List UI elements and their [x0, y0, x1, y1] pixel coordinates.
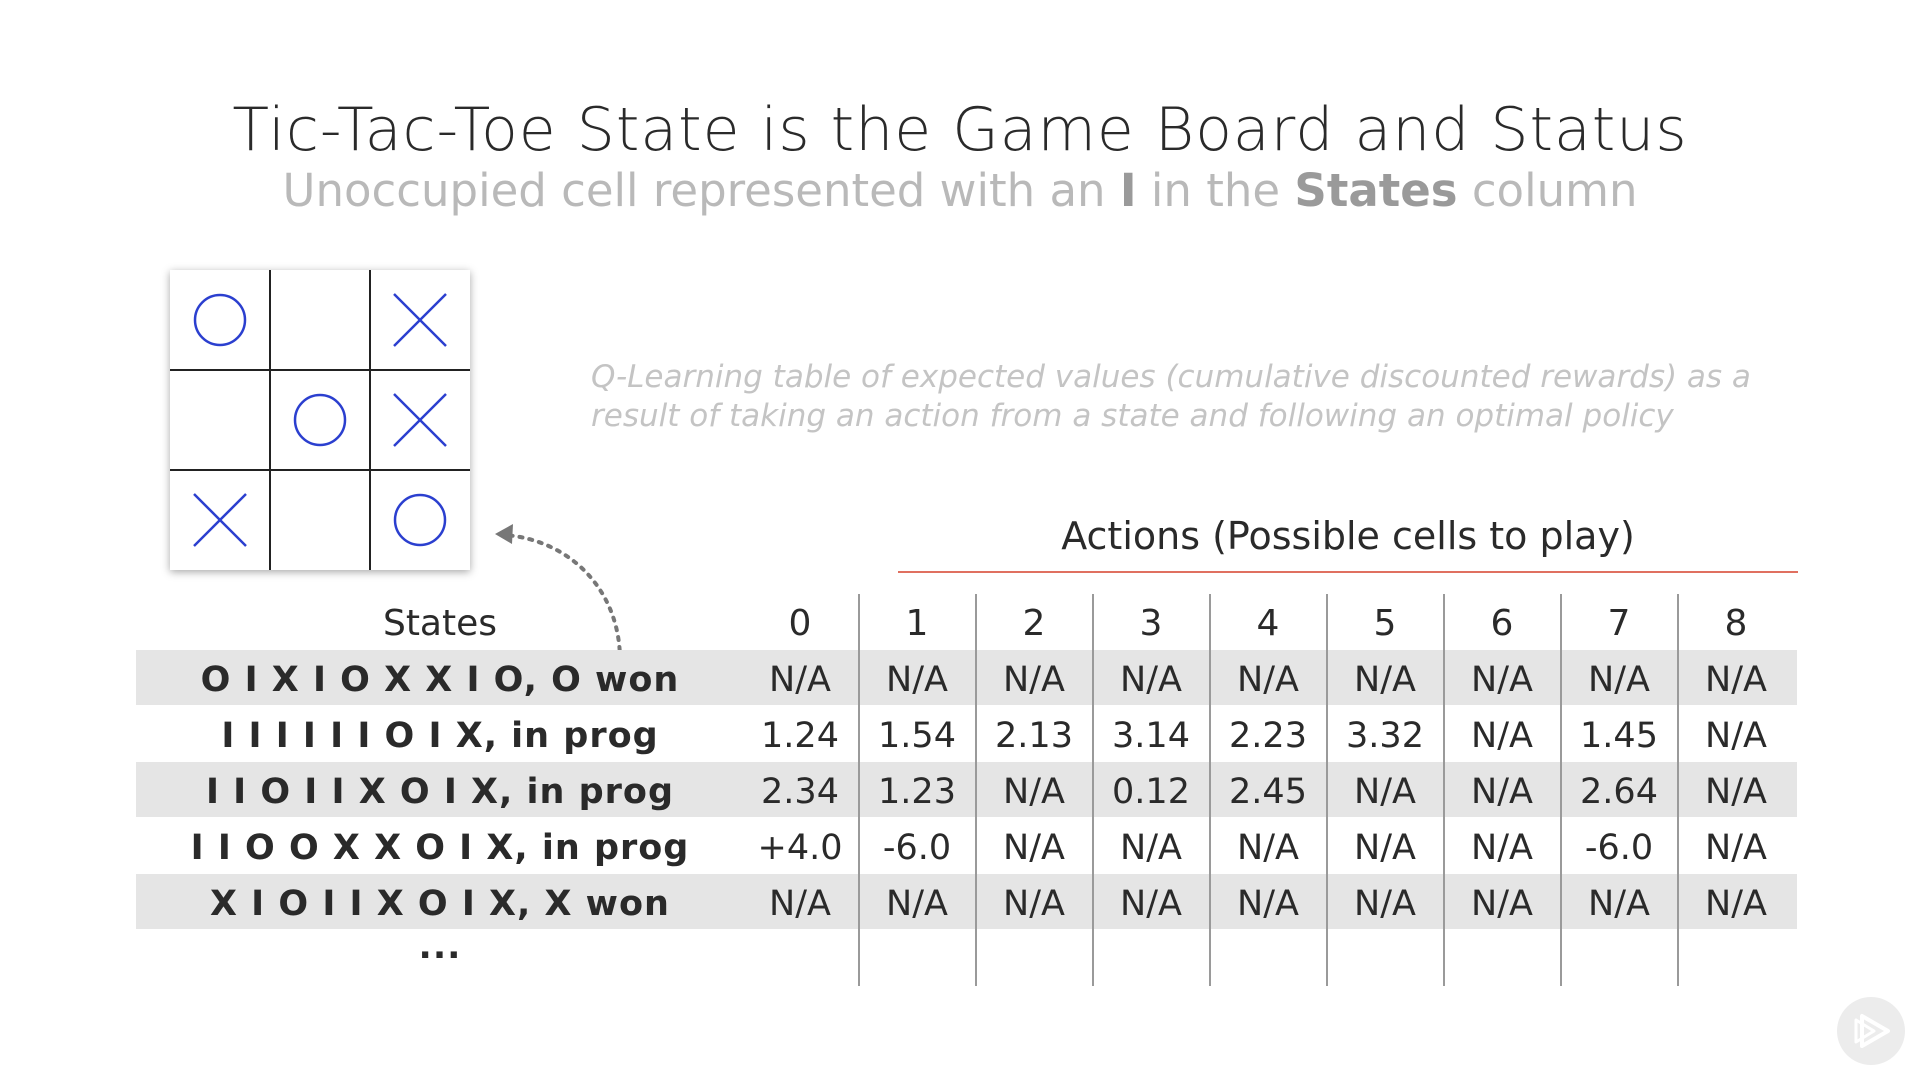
subtitle-text: Unoccupied cell represented with an: [282, 164, 1120, 217]
q-value-cell: 2.13: [995, 716, 1073, 756]
o-mark-icon: [293, 393, 347, 447]
tic-tac-toe-board: [170, 270, 470, 570]
q-value-cell: 1.24: [761, 716, 839, 756]
q-value-cell: +4.0: [757, 828, 843, 868]
q-value-cell: N/A: [1471, 716, 1533, 756]
q-value-cell: 3.14: [1112, 716, 1190, 756]
q-value-cell: N/A: [1120, 660, 1182, 700]
q-value-cell: N/A: [1237, 660, 1299, 700]
o-mark-icon: [193, 293, 247, 347]
state-label: I I O I I X O I X, in prog: [205, 772, 675, 812]
q-value-cell: 1.54: [878, 716, 956, 756]
play-icon[interactable]: [1836, 996, 1906, 1066]
state-label: I I I I I I O I X, in prog: [221, 716, 659, 756]
more-rows-ellipsis: ...: [418, 927, 462, 967]
q-value-cell: N/A: [1120, 828, 1182, 868]
q-value-cell: 2.45: [1229, 772, 1307, 812]
q-value-cell: N/A: [1471, 828, 1533, 868]
column-divider: [1326, 594, 1328, 986]
action-header: 1: [905, 603, 929, 644]
state-label: X I O I I X O I X, X won: [210, 884, 670, 924]
q-value-cell: N/A: [1471, 660, 1533, 700]
column-divider: [1443, 594, 1445, 986]
q-value-cell: N/A: [1003, 772, 1065, 812]
action-header: 5: [1373, 603, 1397, 644]
q-value-cell: N/A: [886, 660, 948, 700]
q-value-cell: N/A: [1003, 828, 1065, 868]
row-band: [136, 874, 1797, 929]
column-divider: [858, 594, 860, 986]
q-value-cell: -6.0: [882, 828, 952, 868]
subtitle-bold-i: I: [1119, 164, 1137, 217]
slide-title: Tic-Tac-Toe State is the Game Board and …: [232, 95, 1688, 165]
q-value-cell: 2.23: [1229, 716, 1307, 756]
o-mark-icon: [393, 493, 447, 547]
actions-title: Actions (Possible cells to play): [1061, 514, 1635, 558]
subtitle-text: in the: [1136, 164, 1295, 217]
action-header: 4: [1256, 603, 1280, 644]
x-mark-icon: [393, 393, 447, 447]
column-divider: [1560, 594, 1562, 986]
action-header: 8: [1724, 603, 1748, 644]
states-header: States: [382, 603, 498, 644]
q-value-cell: N/A: [1705, 828, 1767, 868]
q-value-cell: 2.34: [761, 772, 839, 812]
q-value-cell: 1.23: [878, 772, 956, 812]
action-header: 0: [788, 603, 812, 644]
q-value-cell: N/A: [886, 884, 948, 924]
q-learning-note: Q-Learning table of expected values (cum…: [591, 359, 1751, 434]
subtitle-text: column: [1457, 164, 1638, 217]
q-value-cell: N/A: [769, 660, 831, 700]
row-band: [136, 762, 1797, 817]
q-value-cell: 1.45: [1580, 716, 1658, 756]
row-band: [136, 650, 1797, 705]
q-value-cell: N/A: [1705, 884, 1767, 924]
actions-underline: [898, 571, 1798, 573]
q-value-cell: N/A: [1471, 772, 1533, 812]
q-value-cell: N/A: [1588, 660, 1650, 700]
column-divider: [1209, 594, 1211, 986]
q-value-cell: N/A: [1237, 828, 1299, 868]
dotted-arrow-icon: [495, 524, 622, 662]
q-value-cell: N/A: [1471, 884, 1533, 924]
action-header: 7: [1607, 603, 1631, 644]
q-value-cell: N/A: [1354, 660, 1416, 700]
q-value-cell: N/A: [1354, 828, 1416, 868]
subtitle-bold-states: States: [1294, 164, 1458, 217]
q-value-cell: N/A: [1705, 660, 1767, 700]
q-value-cell: N/A: [1003, 660, 1065, 700]
q-value-cell: N/A: [1354, 884, 1416, 924]
column-divider: [1677, 594, 1679, 986]
q-value-cell: 3.32: [1346, 716, 1424, 756]
action-header: 3: [1139, 603, 1163, 644]
q-value-cell: -6.0: [1584, 828, 1654, 868]
q-value-cell: N/A: [1705, 772, 1767, 812]
q-value-cell: N/A: [1120, 884, 1182, 924]
state-label: I I O O X X O I X, in prog: [190, 828, 690, 868]
action-header: 6: [1490, 603, 1514, 644]
q-value-cell: N/A: [1588, 884, 1650, 924]
action-header: 2: [1022, 603, 1046, 644]
x-mark-icon: [393, 293, 447, 347]
column-divider: [1092, 594, 1094, 986]
q-value-cell: 2.64: [1580, 772, 1658, 812]
q-value-cell: N/A: [769, 884, 831, 924]
q-value-cell: N/A: [1705, 716, 1767, 756]
column-divider: [975, 594, 977, 986]
q-value-cell: N/A: [1237, 884, 1299, 924]
q-value-cell: 0.12: [1112, 772, 1190, 812]
x-mark-icon: [193, 493, 247, 547]
state-label: O I X I O X X I O, O won: [200, 660, 680, 700]
slide-subtitle: Unoccupied cell represented with an I in…: [0, 164, 1920, 217]
q-value-cell: N/A: [1003, 884, 1065, 924]
board-graphic: [170, 270, 470, 570]
q-value-cell: N/A: [1354, 772, 1416, 812]
